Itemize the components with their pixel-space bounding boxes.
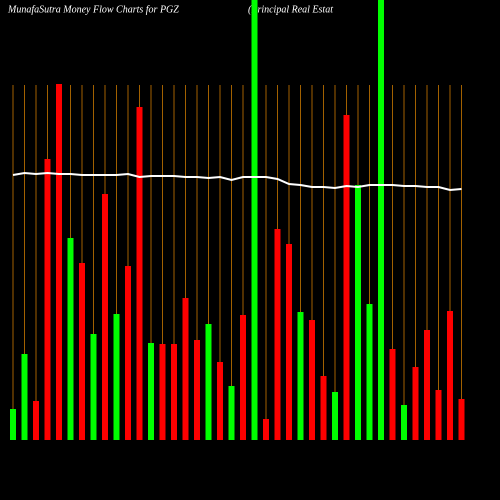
bar — [320, 376, 327, 440]
bar — [251, 0, 258, 440]
bar — [378, 0, 384, 440]
bar — [401, 405, 407, 440]
bar — [182, 298, 189, 440]
bar — [33, 401, 39, 440]
bar — [21, 354, 28, 440]
bar — [56, 84, 62, 440]
bar — [366, 304, 373, 440]
bar — [343, 115, 350, 440]
bar — [447, 311, 453, 440]
bar — [263, 419, 269, 440]
bar — [412, 367, 419, 440]
bar — [297, 312, 304, 440]
bar — [79, 263, 85, 440]
bar — [44, 159, 51, 440]
bar — [274, 229, 281, 440]
bar — [159, 344, 166, 440]
chart-title: MunafaSutra Money Flow Charts for PGZ — [7, 4, 179, 15]
bar — [171, 344, 177, 440]
chart-subtitle: (Principal Real Estat — [248, 4, 333, 15]
bar — [309, 320, 315, 440]
bar — [90, 334, 97, 440]
bar — [458, 399, 465, 440]
bar — [286, 244, 292, 440]
bar — [136, 107, 143, 440]
bar — [355, 185, 361, 440]
bar — [102, 194, 108, 440]
bar — [113, 314, 120, 440]
bar — [217, 362, 223, 440]
bar — [435, 390, 442, 440]
bar — [148, 343, 154, 440]
bar — [10, 409, 16, 440]
bar — [228, 386, 235, 440]
bar — [424, 330, 430, 440]
bar — [67, 238, 74, 440]
bar — [389, 349, 396, 440]
money-flow-line — [12, 171, 462, 192]
bar — [205, 324, 212, 440]
bar — [194, 340, 200, 440]
bar — [332, 392, 338, 440]
bar — [240, 315, 246, 440]
bar — [125, 266, 131, 440]
